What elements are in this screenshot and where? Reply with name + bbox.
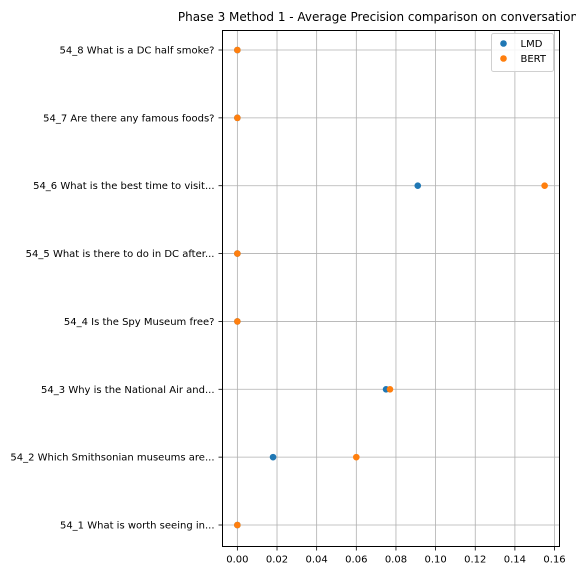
y-tick-label: 54_8 What is a DC half smoke? (60, 46, 215, 57)
legend-label: BERT (521, 54, 547, 65)
x-tick-label: 0.08 (385, 555, 407, 566)
legend-box (491, 33, 554, 72)
bert-point (541, 182, 548, 190)
lmd-point (414, 182, 422, 190)
bert-point (234, 46, 241, 54)
y-tick-label: 54_3 Why is the National Air and... (41, 385, 214, 396)
y-tick-label: 54_1 What is worth seeing in... (60, 521, 215, 532)
x-tick-label: 0.00 (226, 555, 248, 566)
x-tick-label: 0.10 (424, 555, 446, 566)
y-tick-label: 54_7 Are there any famous foods? (43, 113, 214, 124)
y-tick-label: 54_4 Is the Spy Museum free? (64, 317, 215, 328)
x-tick-label: 0.14 (504, 555, 526, 566)
chart-title: Phase 3 Method 1 - Average Precision com… (178, 10, 576, 24)
x-tick-label: 0.06 (345, 555, 367, 566)
x-tick-label: 0.12 (464, 555, 486, 566)
y-tick-label: 54_2 Which Smithsonian museums are... (10, 453, 214, 464)
bert-point (234, 114, 241, 122)
lmd-point (269, 453, 277, 461)
bert-point (234, 250, 241, 257)
bert-legend-marker (500, 55, 507, 62)
y-axis: 54_1 What is worth seeing in... 54_2 Whic… (10, 46, 223, 532)
x-tick-label: 0.02 (266, 555, 288, 566)
x-tick-label: 0.04 (306, 555, 328, 566)
grid (222, 30, 560, 547)
bert-point (386, 385, 394, 393)
legend: LMD BERT (491, 33, 554, 72)
plot-frame (222, 30, 560, 547)
bert-point (234, 318, 241, 325)
legend-label: LMD (521, 39, 543, 50)
y-tick-label: 54_5 What is there to do in DC after... (26, 249, 215, 260)
bert-point (353, 453, 360, 461)
y-tick-label: 54_6 What is the best time to visit... (33, 181, 214, 192)
bert-point (234, 521, 241, 529)
x-axis: 0.00 0.02 0.04 0.06 0.08 0.10 0.12 0.14 0.16 (226, 546, 566, 566)
lmd-legend-marker (500, 40, 507, 47)
data-points (234, 46, 548, 529)
x-tick-label: 0.16 (543, 555, 565, 566)
